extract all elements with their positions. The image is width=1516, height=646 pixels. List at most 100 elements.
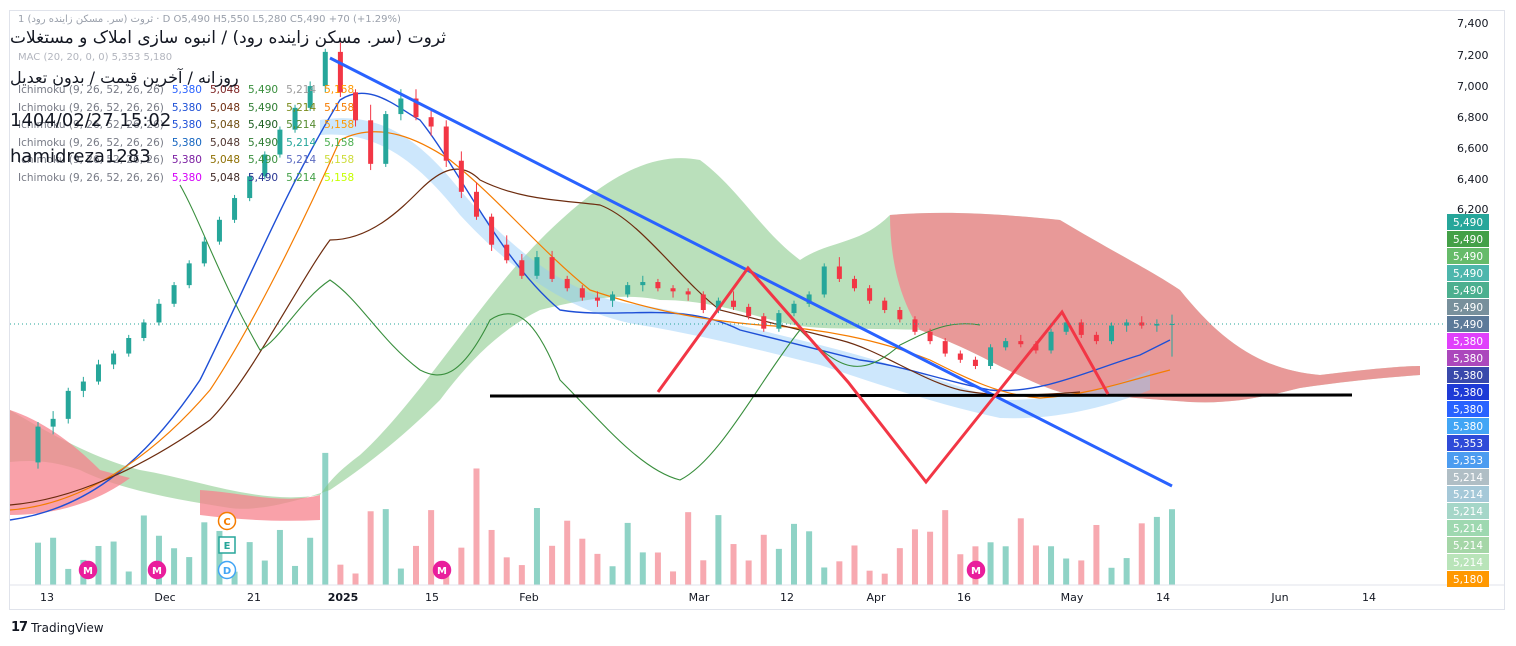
volume-bar (1002, 546, 1009, 585)
event-marker-letter: M (152, 566, 162, 577)
candle-body (972, 359, 978, 366)
indicator-row: Ichimoku (9, 26, 52, 26, 26) 5,380 5,048 5,… (18, 84, 362, 96)
indicator-value: 5,158 (324, 101, 355, 114)
time-tick: May (1061, 591, 1084, 604)
candle-body (1093, 334, 1099, 342)
indicator-value: 5,490 (248, 101, 279, 114)
candle-body (519, 260, 525, 276)
candle-body (232, 198, 238, 220)
candle-body (262, 154, 268, 177)
indicator-value: 5,048 (209, 84, 240, 96)
candle-body (957, 353, 963, 360)
chart-frame[interactable] (9, 10, 1505, 610)
volume-bar (503, 557, 510, 585)
time-tick: 14 (1156, 591, 1170, 604)
cloud-red (890, 212, 1420, 403)
time-tick: 14 (1362, 591, 1376, 604)
indicator-label: Ichimoku (9, 26, 52, 26, 26) (18, 154, 164, 166)
volume-bar (1093, 524, 1100, 585)
indicator-value: 5,490 (248, 171, 279, 184)
symbol-ohlc-line: 1 ثروت (سر. مسکن زاینده رود) · D O5,490 … (18, 14, 401, 25)
candle-body (277, 129, 283, 155)
volume-bar (95, 545, 102, 585)
candle-body (156, 303, 162, 323)
price-badge (1447, 231, 1489, 247)
candle-body (428, 117, 434, 127)
volume-bar (201, 522, 208, 585)
time-tick: 15 (425, 591, 439, 604)
candle-body (186, 263, 192, 286)
candle-body (564, 278, 570, 289)
volume-bar (155, 535, 162, 585)
time-tick: 2025 (328, 591, 359, 604)
tradingview-logo[interactable]: 17 TradingView (11, 620, 104, 635)
volume-bar (549, 545, 556, 585)
volume-bar (292, 565, 299, 585)
price-badge-label: 5,214 (1453, 506, 1483, 518)
price-tick: 6,200 (1457, 203, 1489, 216)
indicator-value: 5,380 (171, 171, 202, 184)
price-badge (1447, 367, 1489, 383)
candle-body (383, 114, 389, 164)
volume-bar (896, 548, 903, 585)
volume-bar (110, 541, 117, 585)
candle-body (821, 266, 827, 295)
volume-bar (730, 544, 737, 585)
price-badge-label: 5,380 (1453, 421, 1483, 433)
volume-bar (518, 565, 525, 585)
price-badge-label: 5,380 (1453, 336, 1483, 348)
indicator-value: 5,214 (286, 136, 317, 149)
indicator-value: 5,214 (286, 84, 317, 96)
volume-bar (1123, 558, 1130, 585)
indicator-lines (9, 92, 1171, 521)
volume-bar (1017, 518, 1024, 585)
price-badge (1447, 282, 1489, 298)
candle-body (700, 294, 706, 311)
indicator-value: 5,380 (171, 119, 202, 131)
time-tick: Mar (689, 591, 710, 604)
volume-bar (609, 566, 616, 585)
indicator-value: 5,158 (324, 136, 355, 149)
price-tick: 7,200 (1457, 49, 1489, 62)
candle-body (368, 120, 374, 164)
volume-bar (125, 571, 132, 585)
volume-bar (488, 529, 495, 585)
volume-bar (1063, 558, 1070, 585)
support-line (489, 393, 1353, 398)
volume-bar (428, 510, 435, 585)
candle-body (171, 285, 177, 304)
volume-bar (881, 573, 888, 585)
candle-body (413, 98, 419, 118)
candle-body (851, 278, 857, 289)
candle-body (912, 319, 918, 332)
indicator-value: 5,380 (171, 136, 202, 149)
price-badge (1447, 503, 1489, 519)
volume-bar (397, 568, 404, 585)
indicator-value: 5,048 (209, 171, 240, 184)
price-badge (1447, 316, 1489, 332)
volume-bar (594, 553, 601, 585)
candle-body (579, 288, 585, 298)
event-marker-letter: E (224, 541, 231, 552)
price-badge (1447, 571, 1489, 587)
volume-bar (700, 560, 707, 585)
candle-body (201, 241, 207, 264)
time-tick: Dec (154, 591, 175, 604)
volume-bar (35, 542, 41, 585)
price-badge (1447, 554, 1489, 570)
indicator-value: 5,048 (209, 101, 240, 114)
volume-bar (1078, 560, 1085, 585)
price-badge-label: 5,490 (1453, 234, 1483, 246)
time-tick: Apr (866, 591, 886, 604)
volume-bar (216, 530, 223, 585)
event-marker (217, 560, 237, 580)
price-badge (1447, 418, 1489, 434)
volume-bar (231, 571, 238, 585)
volume-bar (775, 548, 782, 585)
dividend-marker (432, 560, 452, 580)
candle-body (1003, 341, 1009, 348)
candle-body (594, 297, 600, 301)
volume-bar (942, 510, 949, 585)
volume-bar (760, 534, 767, 585)
